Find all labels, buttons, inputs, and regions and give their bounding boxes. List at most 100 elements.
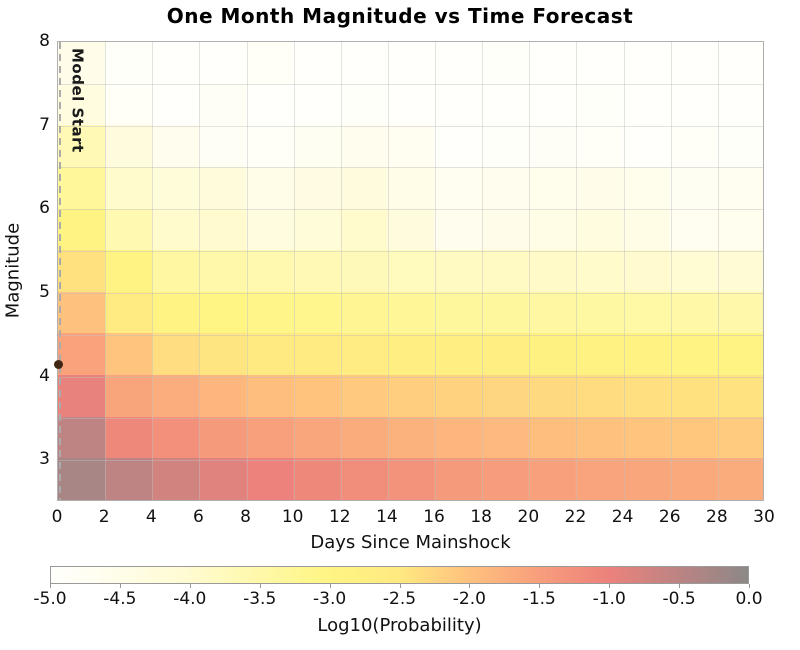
heatmap-cell <box>293 333 340 376</box>
mainshock-dot <box>53 359 63 369</box>
heatmap-cell <box>387 42 434 84</box>
heatmap-cell <box>575 42 622 84</box>
heatmap-cell <box>246 291 293 334</box>
heatmap-cell <box>246 208 293 251</box>
heatmap-cell <box>152 458 199 500</box>
heatmap-cell <box>716 291 763 334</box>
heatmap-cell <box>481 458 528 500</box>
x-tick-label: 16 <box>423 507 445 527</box>
heatmap-cell <box>152 208 199 251</box>
heatmap-cell <box>434 458 481 500</box>
heatmap-plot-area: Model Start <box>53 41 764 501</box>
heatmap-cell <box>105 291 152 334</box>
colorbar-tick-label: -0.5 <box>662 589 696 609</box>
heatmap-cell <box>481 125 528 167</box>
heatmap-cell <box>152 83 199 126</box>
heatmap-cell <box>340 416 387 459</box>
heatmap-cell <box>622 125 669 167</box>
heatmap-cell <box>293 250 340 292</box>
heatmap-cell <box>152 166 199 209</box>
heatmap-cell <box>246 375 293 417</box>
heatmap-cell <box>622 208 669 251</box>
heatmap-cell <box>246 42 293 84</box>
heatmap-cell <box>481 208 528 251</box>
colorbar-tick-label: -5.0 <box>33 589 67 609</box>
heatmap-cell <box>434 42 481 84</box>
heatmap-cell <box>105 166 152 209</box>
heatmap-cell <box>293 166 340 209</box>
heatmap-cell <box>716 250 763 292</box>
heatmap-cell <box>246 458 293 500</box>
heatmap-cell <box>716 333 763 376</box>
model-start-label: Model Start <box>68 48 87 153</box>
heatmap-cell <box>716 208 763 251</box>
colorbar-tick-mark <box>259 584 261 588</box>
x-tick-label: 4 <box>145 507 157 527</box>
colorbar-tick-mark <box>189 584 191 588</box>
heatmap-cell <box>528 166 575 209</box>
heatmap-cell <box>199 333 246 376</box>
heatmap-cell <box>199 250 246 292</box>
heatmap-cell <box>293 375 340 417</box>
heatmap-cell <box>622 250 669 292</box>
heatmap-cell <box>152 375 199 417</box>
colorbar-tick-label: -1.0 <box>592 589 626 609</box>
colorbar-tick-mark <box>399 584 401 588</box>
heatmap-cell <box>340 83 387 126</box>
heatmap-cell <box>58 375 105 417</box>
heatmap-cell <box>340 458 387 500</box>
heatmap-cell <box>152 125 199 167</box>
heatmap-cell <box>58 416 105 459</box>
colorbar-tick-mark <box>329 584 331 588</box>
heatmap-cell <box>669 333 716 376</box>
x-axis-label: Days Since Mainshock <box>310 532 511 553</box>
heatmap-cell <box>152 333 199 376</box>
x-tick-label: 30 <box>753 507 775 527</box>
heatmap-cell <box>622 166 669 209</box>
heatmap-cell <box>622 83 669 126</box>
colorbar-tick-mark <box>679 584 681 588</box>
heatmap-cell <box>199 83 246 126</box>
heatmap-cell <box>434 125 481 167</box>
colorbar-tick-label: -1.5 <box>522 589 556 609</box>
heatmap-cell <box>481 166 528 209</box>
heatmap-cell <box>293 125 340 167</box>
heatmap-cell <box>199 125 246 167</box>
heatmap-cell <box>716 83 763 126</box>
heatmap-cell <box>622 458 669 500</box>
heatmap-cell <box>434 333 481 376</box>
x-tick-label: 18 <box>470 507 492 527</box>
heatmap-cell <box>105 42 152 84</box>
heatmap-cell <box>481 42 528 84</box>
heatmap-cell <box>481 333 528 376</box>
heatmap-cell <box>387 291 434 334</box>
heatmap-cell <box>669 375 716 417</box>
x-tick-label: 22 <box>564 507 587 527</box>
heatmap-cell <box>199 166 246 209</box>
x-tick-label: 14 <box>376 507 398 527</box>
heatmap-cell <box>575 458 622 500</box>
heatmap-cell <box>481 250 528 292</box>
heatmap-cell <box>105 125 152 167</box>
colorbar-tick-mark <box>539 584 541 588</box>
colorbar-tick-label: -3.0 <box>313 589 347 609</box>
heatmap-cell <box>528 375 575 417</box>
colorbar-tick-label: 0.0 <box>735 589 763 609</box>
heatmap-cell <box>481 416 528 459</box>
colorbar-tick-label: -2.0 <box>452 589 486 609</box>
x-tick-label: 2 <box>98 507 110 527</box>
heatmap-cell <box>387 83 434 126</box>
heatmap-cell <box>246 416 293 459</box>
heatmap-cell <box>575 375 622 417</box>
heatmap-cell <box>434 250 481 292</box>
heatmap-cell <box>669 125 716 167</box>
heatmap-cell <box>340 42 387 84</box>
heatmap-cell <box>528 416 575 459</box>
heatmap-cell <box>105 375 152 417</box>
heatmap-cell <box>293 83 340 126</box>
heatmap-cell <box>293 291 340 334</box>
heatmap-cell <box>58 458 105 500</box>
heatmap-cell <box>528 83 575 126</box>
heatmap-cell <box>199 208 246 251</box>
